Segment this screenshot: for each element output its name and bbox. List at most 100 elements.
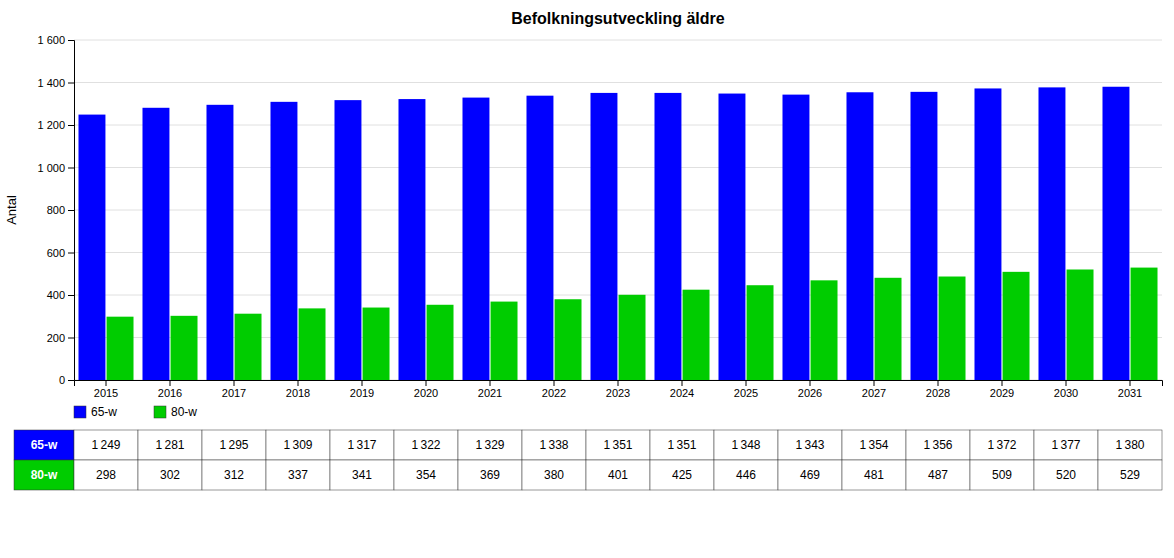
bar: [782, 95, 809, 380]
legend-swatch: [74, 406, 86, 418]
tick-label: 2022: [542, 387, 566, 399]
table-value: 509: [992, 468, 1012, 482]
tick: 2026: [798, 380, 822, 399]
table-value: 1 372: [987, 438, 1016, 452]
table-value: 1 309: [283, 438, 312, 452]
table-value: 1 281: [155, 438, 184, 452]
bar: [526, 96, 553, 380]
tick-label: 2021: [478, 387, 502, 399]
table-cell: [394, 460, 458, 490]
bar: [78, 115, 105, 380]
tick-mark: [68, 83, 74, 84]
bars: [78, 87, 1157, 380]
bar-series: [107, 268, 1158, 380]
tick-mark: [938, 380, 939, 386]
legend-item: 80-w: [154, 405, 197, 419]
tick-mark: [68, 253, 74, 254]
legend: 65-w 80-w: [74, 405, 197, 419]
table-cell: [74, 460, 138, 490]
tick-label: 2020: [414, 387, 438, 399]
tick-label: 2024: [670, 387, 694, 399]
tick-mark: [68, 40, 74, 41]
tick-label: 2028: [926, 387, 950, 399]
table-value: 487: [928, 468, 948, 482]
bar: [939, 277, 966, 380]
table-value: 520: [1056, 468, 1076, 482]
legend-item: 65-w: [74, 405, 117, 419]
table-value: 341: [352, 468, 372, 482]
tick-mark: [618, 380, 619, 386]
tick: 2029: [990, 380, 1014, 399]
bar: [590, 93, 617, 380]
table-value: 1 317: [347, 438, 376, 452]
tick-mark: [68, 210, 74, 211]
table-cell: [586, 430, 650, 460]
tick-label: 2018: [286, 387, 310, 399]
y-axis: 02004006008001 0001 2001 4001 600: [37, 34, 74, 386]
bar: [334, 100, 361, 380]
tick: 2020: [414, 380, 438, 399]
tick: 2022: [542, 380, 566, 399]
tick: 2019: [350, 380, 374, 399]
tick: 2030: [1054, 380, 1078, 399]
bar: [718, 94, 745, 380]
tick-label: 400: [47, 289, 65, 301]
bar: [1038, 87, 1065, 380]
tick-mark: [490, 380, 491, 386]
bar: [427, 305, 454, 380]
axis-line: [68, 41, 75, 381]
tick-label: 2031: [1118, 387, 1142, 399]
tick: 2023: [606, 380, 630, 399]
table-value: 446: [736, 468, 756, 482]
tick-mark: [234, 380, 235, 386]
table-value: 337: [288, 468, 308, 482]
table-cell: [74, 430, 138, 460]
bar: [235, 314, 262, 380]
table-cell: [778, 430, 842, 460]
legend-swatch: [154, 406, 166, 418]
tick-mark: [68, 380, 74, 381]
tick: 2028: [926, 380, 950, 399]
table-cell: [394, 430, 458, 460]
tick-mark: [106, 380, 107, 386]
data-table: 65-w1 2491 2811 2951 3091 3171 3221 3291…: [14, 430, 1162, 490]
tick-mark: [68, 125, 74, 126]
bar: [654, 93, 681, 380]
tick-label: 2023: [606, 387, 630, 399]
bar: [1131, 268, 1158, 380]
bar: [299, 308, 326, 380]
table-row: 80-w298302312337341354369380401425446469…: [14, 460, 1162, 490]
tick-mark: [554, 380, 555, 386]
table-cell: [906, 430, 970, 460]
bar: [1102, 87, 1129, 380]
tick: 200: [47, 332, 74, 344]
table-header-label: 65-w: [31, 438, 58, 452]
table-cell: [458, 430, 522, 460]
tick-mark: [170, 380, 171, 386]
table-value: 1 348: [731, 438, 760, 452]
grid-line: [74, 82, 1162, 83]
table-header-cell: [14, 430, 74, 460]
tick-mark: [1066, 380, 1067, 386]
bar: [974, 88, 1001, 380]
table-value: 298: [96, 468, 116, 482]
tick: 2017: [222, 380, 246, 399]
bar: [846, 92, 873, 380]
tick-label: 1 200: [37, 119, 65, 131]
tick: 600: [47, 247, 74, 259]
table-cell: [458, 460, 522, 490]
tick-mark: [426, 380, 427, 386]
tick: 0: [59, 374, 74, 386]
tick-mark: [874, 380, 875, 386]
table-value: 401: [608, 468, 628, 482]
table-value: 369: [480, 468, 500, 482]
bar: [363, 308, 390, 380]
bar: [107, 317, 134, 380]
tick-label: 2016: [158, 387, 182, 399]
tick-label: 1 000: [37, 162, 65, 174]
x-axis: 2015201620172018201920202021202220232024…: [75, 380, 1163, 399]
legend-label: 65-w: [91, 405, 117, 419]
tick-label: 2027: [862, 387, 886, 399]
table-value: 312: [224, 468, 244, 482]
table-cell: [138, 430, 202, 460]
